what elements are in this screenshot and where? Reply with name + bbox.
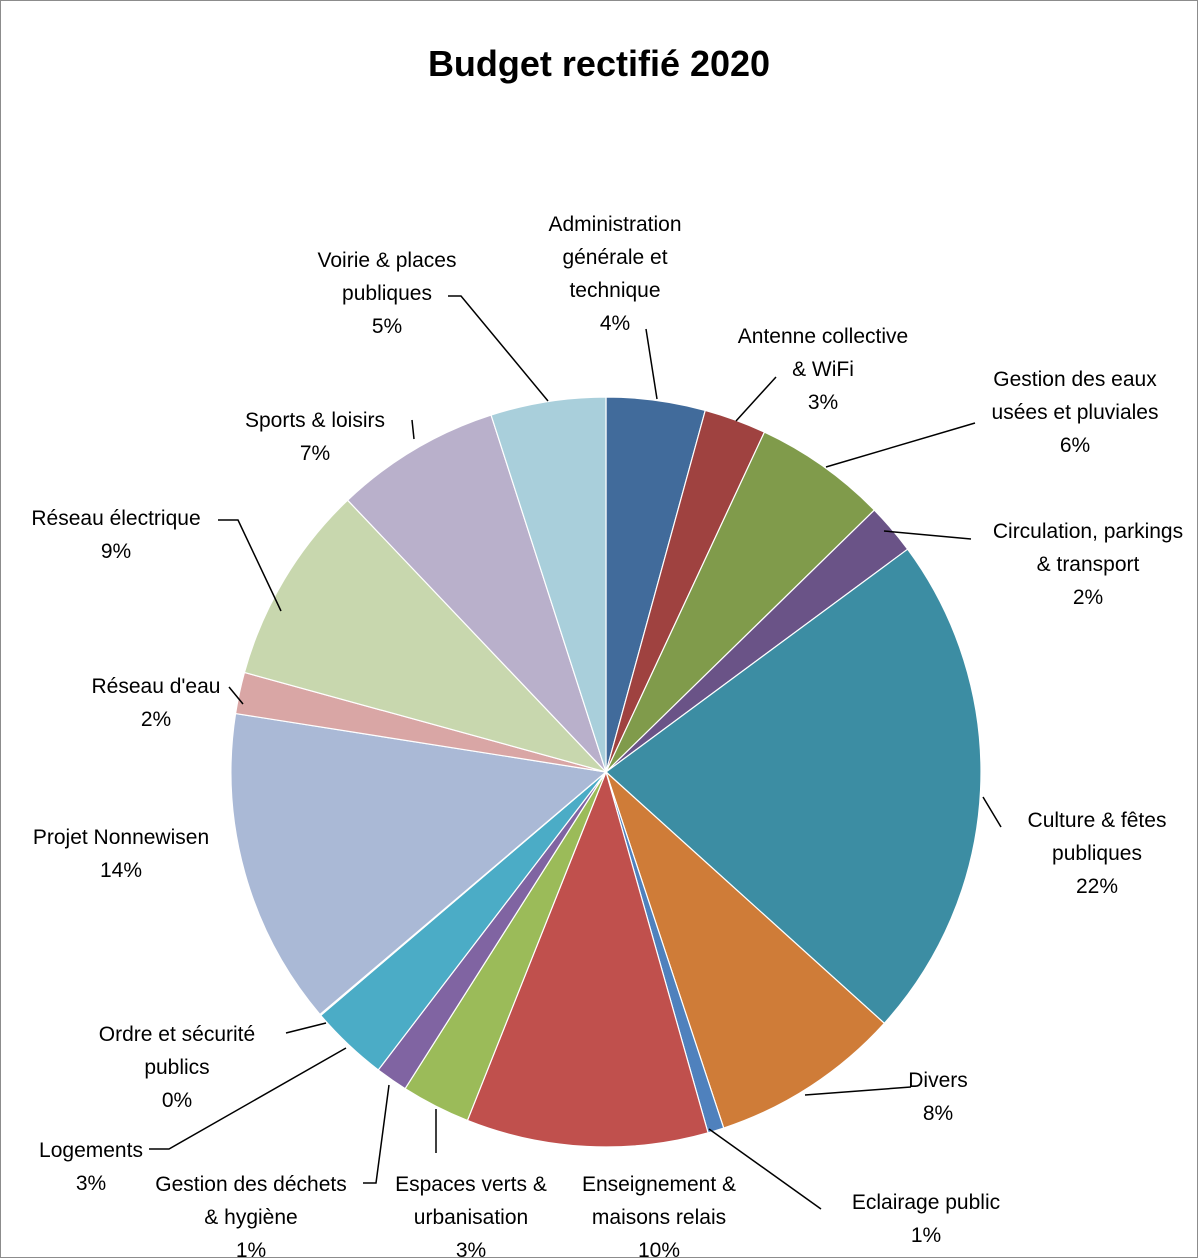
leader-lines (149, 295, 1002, 1210)
leader-line-gestion-des-dechets-hygiene (363, 1084, 390, 1184)
pie-slice-enseignement-maisons-relais (466, 770, 709, 1148)
data-label-divers: Divers 8% (908, 1069, 968, 1125)
data-label-percent: 8% (923, 1102, 953, 1125)
pie-slice-sports-loisirs (346, 414, 607, 773)
data-label-text: Projet Nonnewisen (33, 826, 209, 849)
data-label-enseignement-maisons-relais: Enseignement & maisons relais 10% (582, 1173, 736, 1257)
data-label-percent: 10% (638, 1239, 680, 1257)
data-label-text: Logements (39, 1139, 143, 1162)
data-label-text: publiques (342, 282, 432, 305)
data-label-percent: 5% (372, 315, 402, 338)
pie-slice-gestion-des-eaux-usees-et-pluviales (605, 431, 876, 773)
data-label-percent: 2% (141, 708, 171, 731)
data-label-text: Circulation, parkings (993, 520, 1183, 543)
pie-slice-reseau-electrique (243, 499, 608, 774)
leader-line-sports-loisirs (411, 419, 415, 440)
data-label-percent: 14% (100, 859, 142, 882)
data-label-percent: 4% (600, 312, 630, 335)
data-label-percent: 3% (456, 1239, 486, 1257)
data-label-text: & transport (1037, 553, 1140, 576)
leader-line-voirie-places-publiques (448, 295, 549, 402)
data-label-projet-nonnewisen: Projet Nonnewisen 14% (33, 826, 209, 882)
data-label-text: Réseau d'eau (92, 675, 221, 698)
data-labels: Administration générale et technique 4% Ante… (31, 213, 1183, 1257)
data-label-text: Administration (548, 213, 681, 236)
leader-line-ordre-et-securite-publics (285, 1022, 327, 1034)
data-label-circulation-parkings-transport: Circulation, parkings & transport 2% (993, 520, 1183, 609)
pie-slice-divers (604, 770, 886, 1129)
data-label-sports-loisirs: Sports & loisirs 7% (245, 409, 385, 465)
data-label-ordre-et-securite-publics: Ordre et sécurité publics 0% (99, 1023, 255, 1112)
data-label-percent: 9% (101, 540, 131, 563)
data-label-culture-fetes-publiques: Culture & fêtes publiques 22% (1028, 809, 1167, 898)
data-label-text: publics (144, 1056, 209, 1079)
leader-line-gestion-des-eaux-usees-et-pluviales (825, 422, 976, 468)
data-label-text: Espaces verts & (395, 1173, 547, 1196)
data-label-reseau-d-eau: Réseau d'eau 2% (92, 675, 221, 731)
data-label-eclairage-public: Eclairage public 1% (852, 1191, 1000, 1247)
data-label-text: Gestion des eaux (993, 368, 1157, 391)
data-label-text: & WiFi (792, 358, 854, 381)
leader-line-administration-generale-et-technique (645, 328, 658, 400)
pie-slices (230, 396, 982, 1148)
data-label-text: générale et (562, 246, 667, 269)
leader-line-antenne-collective-wifi (735, 376, 777, 422)
data-label-text: Divers (908, 1069, 968, 1092)
data-label-administration-generale-et-technique: Administration générale et technique 4% (548, 213, 681, 335)
data-label-text: maisons relais (592, 1206, 726, 1229)
pie-slice-projet-nonnewisen (230, 712, 608, 1016)
pie-slice-voirie-places-publiques (490, 396, 607, 773)
leader-line-logements (149, 1047, 347, 1150)
data-label-percent: 1% (236, 1239, 266, 1257)
data-label-text: Voirie & places (318, 249, 457, 272)
chart-title: Budget rectifié 2020 (427, 43, 771, 84)
pie-slice-culture-fetes-publiques (605, 548, 982, 1025)
data-label-gestion-des-dechets-hygiene: Gestion des déchets & hygiène 1% (155, 1173, 346, 1257)
data-label-percent: 3% (76, 1172, 106, 1195)
data-label-text: Antenne collective (738, 325, 908, 348)
data-label-percent: 6% (1060, 434, 1090, 457)
data-label-text: usées et pluviales (992, 401, 1159, 424)
data-label-text: Réseau électrique (31, 507, 200, 530)
data-label-percent: 7% (300, 442, 330, 465)
data-label-text: Gestion des déchets (155, 1173, 346, 1196)
data-label-text: Culture & fêtes (1028, 809, 1167, 832)
data-label-text: & hygiène (204, 1206, 297, 1229)
data-label-text: Ordre et sécurité (99, 1023, 255, 1046)
data-label-text: Sports & loisirs (245, 409, 385, 432)
data-label-percent: 2% (1073, 586, 1103, 609)
data-label-gestion-des-eaux-usees-et-pluviales: Gestion des eaux usées et pluviales 6% (992, 368, 1159, 457)
data-label-percent: 0% (162, 1089, 192, 1112)
data-label-text: publiques (1052, 842, 1142, 865)
data-label-text: Enseignement & (582, 1173, 736, 1196)
data-label-percent: 1% (911, 1224, 941, 1247)
leader-line-eclairage-public (708, 1128, 822, 1210)
data-label-voirie-places-publiques: Voirie & places publiques 5% (318, 249, 457, 338)
leader-line-reseau-electrique (218, 519, 282, 612)
data-label-text: Eclairage public (852, 1191, 1000, 1214)
data-label-logements: Logements 3% (39, 1139, 143, 1195)
leader-line-circulation-parkings-transport (883, 530, 972, 540)
leader-line-culture-fetes-publiques (982, 796, 1002, 828)
data-label-text: urbanisation (414, 1206, 528, 1229)
data-label-percent: 3% (808, 391, 838, 414)
data-label-reseau-electrique: Réseau électrique 9% (31, 507, 200, 563)
data-label-text: technique (569, 279, 660, 302)
data-label-antenne-collective-wifi: Antenne collective & WiFi 3% (738, 325, 908, 414)
leader-line-reseau-d-eau (228, 686, 244, 705)
data-label-espaces-verts-urbanisation: Espaces verts & urbanisation 3% (395, 1173, 547, 1257)
data-label-percent: 22% (1076, 875, 1118, 898)
leader-line-divers (804, 1086, 912, 1096)
